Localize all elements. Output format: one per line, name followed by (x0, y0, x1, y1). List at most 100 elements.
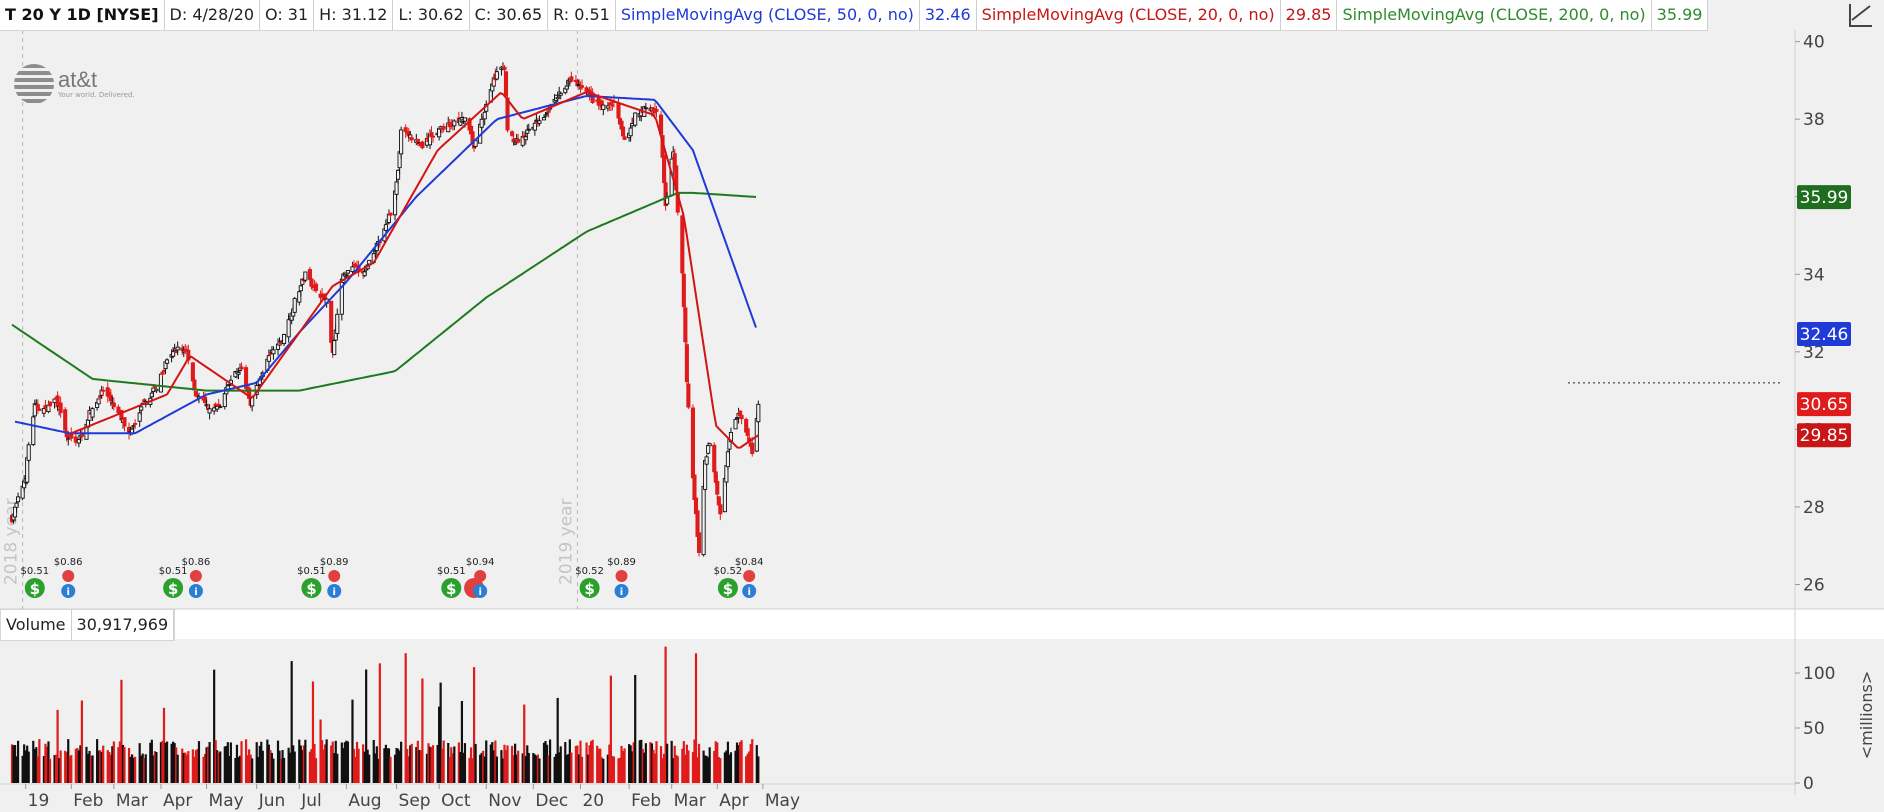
candle-body (482, 111, 487, 120)
volume-bar (482, 750, 485, 783)
candle (218, 404, 223, 409)
candle (452, 119, 457, 131)
candle-body (505, 97, 510, 131)
candle (643, 102, 648, 111)
volume-bar (331, 741, 334, 783)
volume-bar (143, 758, 146, 783)
info-circle-icon (473, 584, 488, 598)
candle-body (297, 291, 302, 303)
info-glyph: i (478, 587, 481, 598)
sma20-label[interactable]: SimpleMovingAvg (CLOSE, 20, 0, no) (977, 0, 1281, 30)
dollar-sign: $ (723, 580, 733, 598)
drawing-tool-icon[interactable] (1846, 2, 1876, 30)
volume-bar (208, 742, 211, 783)
volume-bar (729, 752, 733, 783)
candle-body (31, 416, 36, 446)
volume-bar (506, 745, 509, 783)
volume-bar (696, 757, 699, 783)
volume-readout: 30,917,969 (72, 610, 175, 640)
sma200-label[interactable]: SimpleMovingAvg (CLOSE, 200, 0, no) (1337, 0, 1652, 30)
volume-title[interactable]: Volume (1, 610, 72, 640)
candle-body (706, 445, 711, 454)
volume-bar (745, 756, 748, 783)
volume-bar (395, 748, 398, 783)
candle-body (207, 408, 212, 414)
volume-bar (652, 749, 655, 783)
volume-bar (398, 750, 401, 783)
volume-bar (33, 748, 36, 783)
candle-body (684, 344, 689, 383)
volume-bar (12, 745, 15, 783)
volume-bar (152, 755, 155, 783)
info-event: i $0.84 (735, 557, 764, 598)
candle (313, 281, 319, 293)
volume-bar (225, 745, 228, 783)
volume-bar (237, 757, 240, 783)
volume-bar (693, 739, 696, 783)
candle-body (541, 117, 547, 121)
info-glyph: i (194, 587, 197, 598)
volume-bar (535, 755, 538, 783)
volume-bar (130, 754, 134, 783)
dividend-event: $ $0.51 (297, 566, 326, 598)
volume-bar (726, 741, 730, 783)
candle-body (26, 444, 31, 461)
candle-body (35, 404, 40, 409)
volume-bar (302, 745, 305, 783)
event-label: $0.51 (159, 566, 188, 577)
volume-bar (602, 758, 605, 783)
dollar-circle-icon (24, 578, 45, 598)
info-event: i $0.89 (320, 557, 349, 598)
candle (622, 133, 627, 141)
volume-bar (15, 756, 18, 783)
dividend-event: $ $0.51 (159, 566, 188, 598)
volume-bar (56, 709, 59, 783)
volume-bar (76, 748, 79, 783)
volume-bar (644, 743, 647, 783)
candle-body (441, 126, 446, 130)
candle-body (510, 131, 515, 136)
volume-bar (246, 755, 249, 783)
volume-bar (577, 754, 581, 783)
candle-body (569, 76, 574, 82)
volume-bar (362, 744, 365, 783)
close-flag-text: 30.65 (1800, 395, 1849, 415)
volume-bar (185, 754, 188, 783)
volume-bar (333, 753, 336, 783)
volume-bar (638, 740, 641, 783)
sma50-label[interactable]: SimpleMovingAvg (CLOSE, 50, 0, no) (616, 0, 920, 30)
candle-body (409, 137, 414, 141)
candle-body (58, 402, 63, 414)
info-circle-icon (742, 584, 757, 598)
high-readout: H: 31.12 (314, 0, 394, 30)
candle-body (101, 389, 106, 392)
price-tick-label: 38 (1803, 110, 1825, 130)
volume-bar (588, 745, 591, 783)
candle (684, 338, 689, 387)
volume-bar (650, 743, 654, 783)
symbol-label[interactable]: T 20 Y 1D [NYSE] (0, 0, 165, 30)
volume-bar (621, 750, 625, 783)
dollar-circle-icon (441, 578, 462, 598)
volume-bar (707, 757, 710, 783)
info-glyph: i (747, 587, 750, 598)
volume-bar (611, 755, 614, 783)
volume-bar (407, 756, 410, 783)
volume-bar (553, 756, 556, 783)
volume-bar (266, 739, 269, 783)
volume-bar (628, 744, 631, 783)
volume-bar (217, 752, 220, 783)
candle-body (175, 346, 180, 351)
volume-bar (336, 753, 339, 783)
dollar-sign: $ (168, 580, 178, 598)
volume-bar (389, 756, 392, 783)
volume-bar (111, 746, 114, 783)
candle-body (47, 401, 53, 407)
volume-bar (240, 741, 243, 783)
volume-bar (590, 741, 593, 783)
volume-bar (664, 646, 667, 783)
volume-bar (439, 682, 442, 783)
candle (537, 115, 542, 127)
